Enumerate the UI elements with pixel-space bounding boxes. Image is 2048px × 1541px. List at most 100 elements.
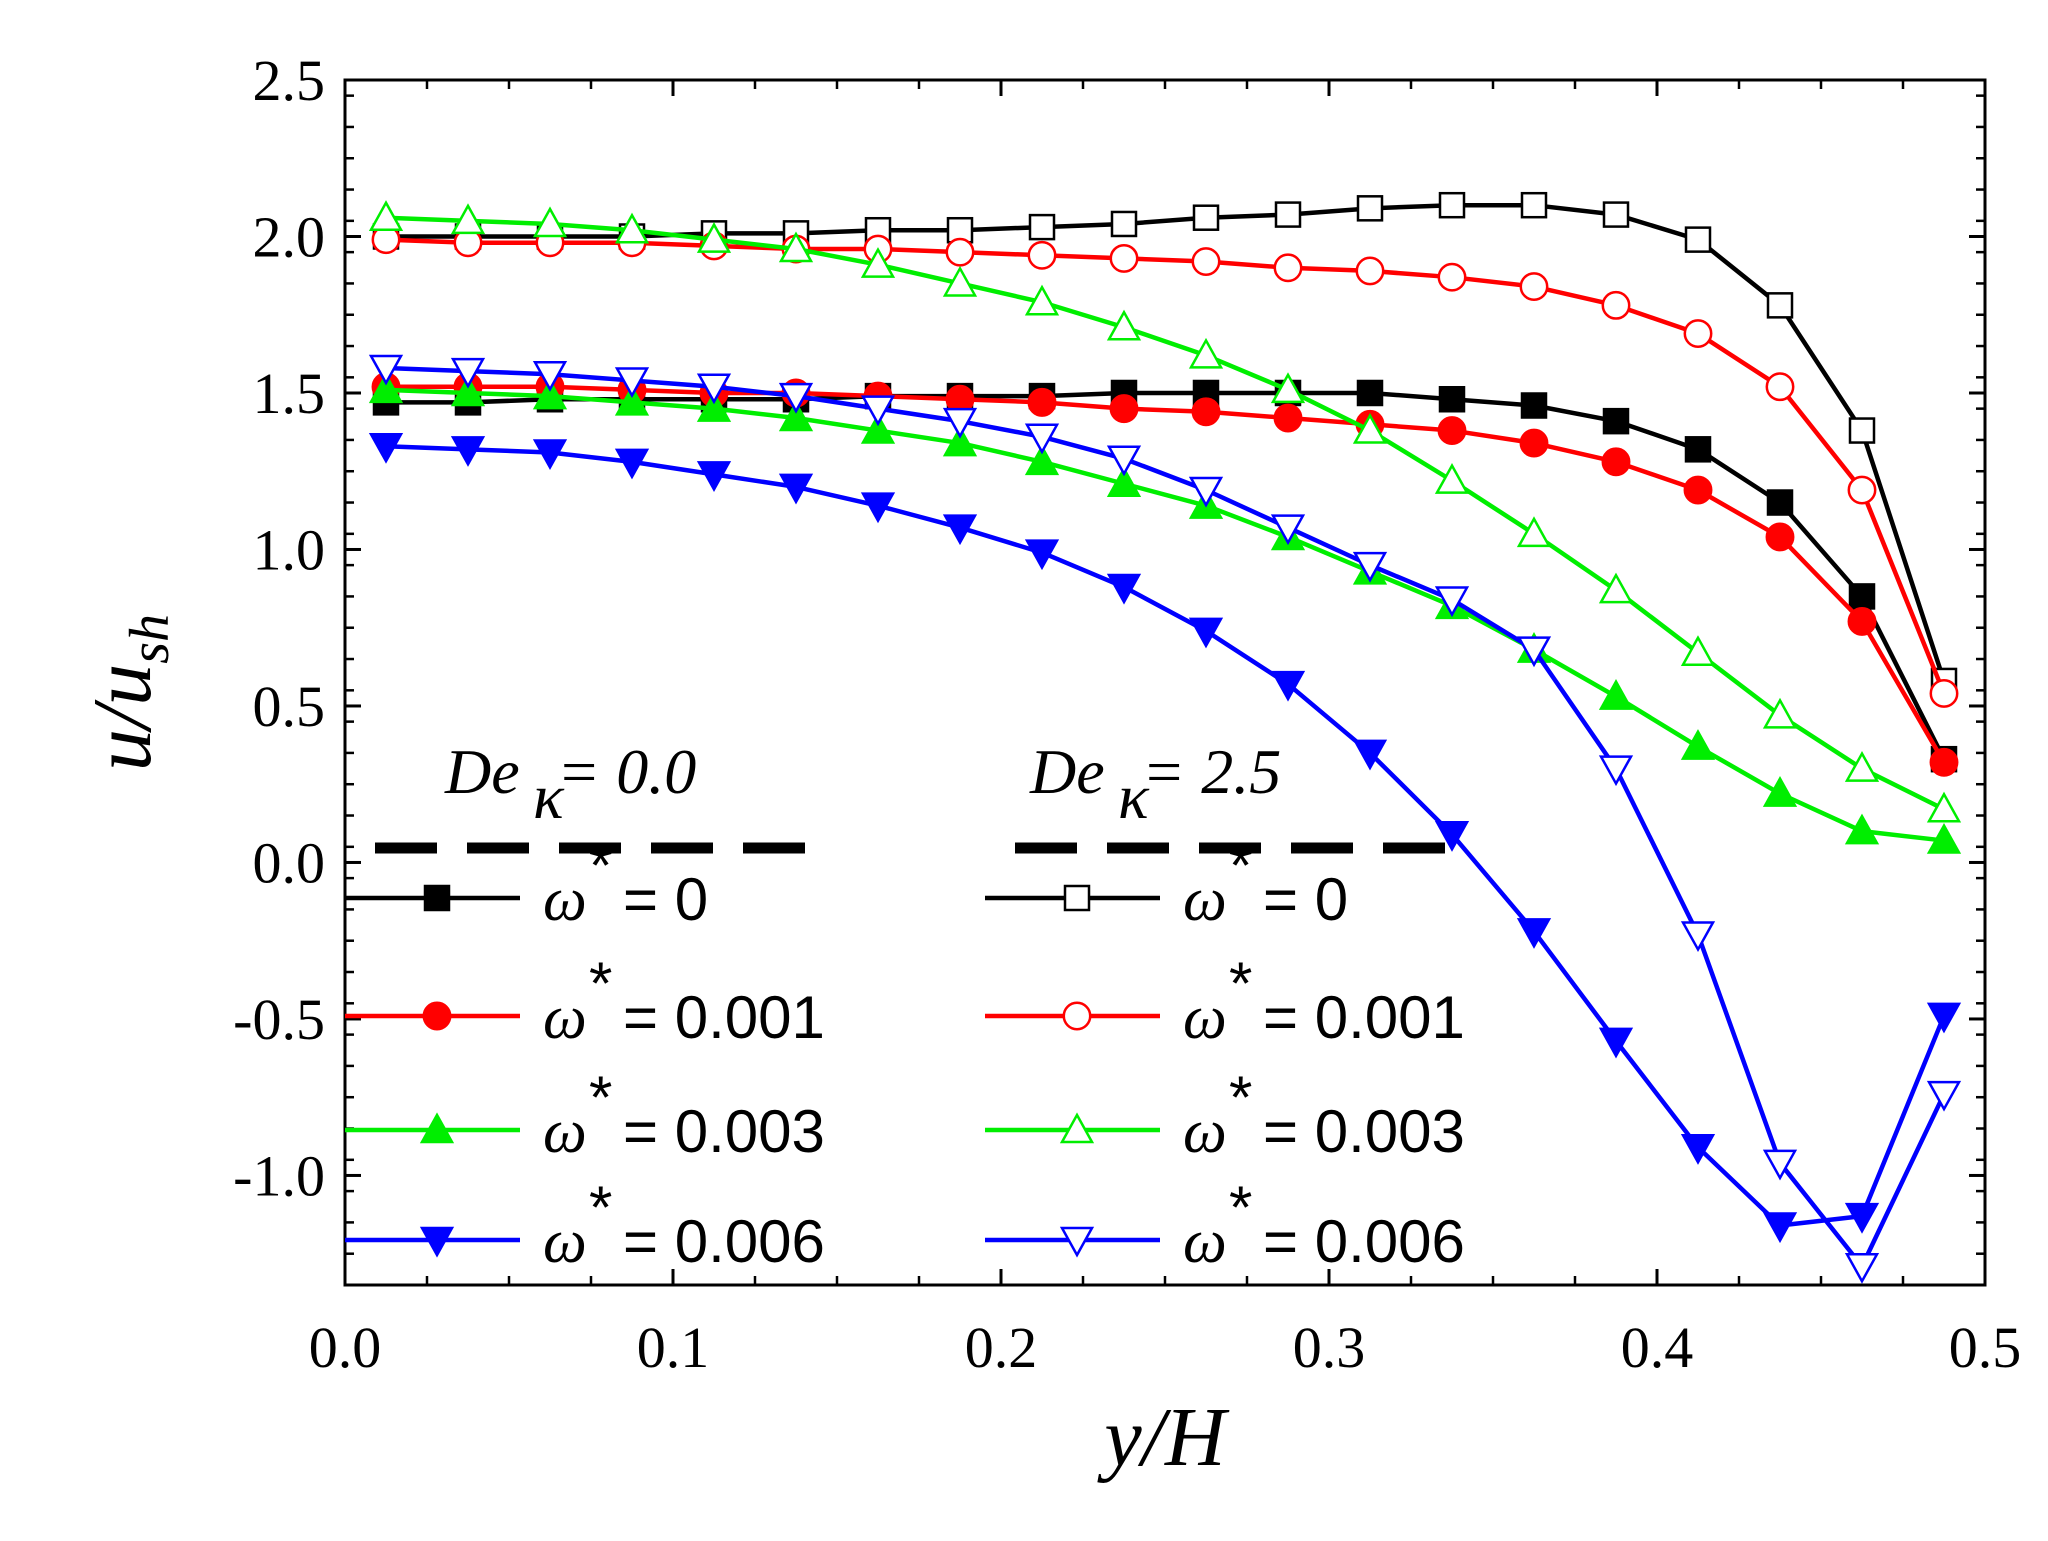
data-point	[696, 391, 732, 422]
data-point	[1844, 813, 1880, 845]
data-point	[1438, 191, 1466, 219]
y-axis-title: u/ush	[76, 614, 181, 771]
legend-marker	[1063, 884, 1091, 912]
y-tick-label: 0.0	[253, 830, 326, 895]
data-point	[1516, 636, 1552, 668]
data-point	[1519, 272, 1549, 302]
data-point	[1680, 1134, 1716, 1165]
data-point	[1516, 918, 1552, 949]
legend-omega-superscript: *	[1229, 832, 1252, 899]
data-point	[1598, 755, 1634, 787]
legend-omega: ω	[543, 984, 587, 1052]
legend-header-0: De κ= 0.0	[375, 736, 830, 854]
data-point	[1434, 821, 1470, 852]
data-point	[1680, 921, 1716, 953]
legend-header-value: = 0.0	[557, 736, 696, 807]
legend-value: = 0.003	[623, 1098, 825, 1165]
y-tick-label: 2.5	[253, 48, 326, 113]
data-point	[1270, 514, 1306, 546]
data-point	[1109, 243, 1139, 273]
data-point	[942, 407, 978, 439]
legend-value: = 0.003	[1263, 1098, 1465, 1165]
data-point	[1684, 436, 1712, 463]
legend-header-subscript: κ	[533, 761, 565, 832]
data-point	[1027, 387, 1057, 417]
data-point	[1926, 1080, 1962, 1112]
data-point	[1598, 679, 1634, 710]
data-point	[860, 247, 896, 278]
legend-value: = 0.006	[623, 1208, 825, 1275]
data-point	[1434, 586, 1470, 618]
data-point	[1106, 309, 1142, 341]
legend-entry-3: ω*= 0.006	[345, 1174, 825, 1276]
legend-omega-superscript: *	[1229, 1174, 1252, 1241]
data-point	[1110, 210, 1138, 238]
data-point	[1929, 747, 1959, 777]
legend-marker	[1059, 1112, 1095, 1144]
data-point	[1270, 670, 1306, 702]
x-tick-label: 0.2	[965, 1315, 1038, 1380]
data-point	[1188, 337, 1224, 369]
legend-header-value: = 2.5	[1142, 736, 1281, 807]
legend-omega: ω	[1183, 1098, 1227, 1166]
series-layer	[368, 191, 1962, 1284]
data-point	[1762, 697, 1798, 729]
data-point	[1762, 1149, 1798, 1181]
data-point	[614, 384, 650, 416]
legend-marker	[422, 1001, 452, 1031]
legend-omega: ω	[1183, 866, 1227, 934]
data-point	[1191, 397, 1221, 427]
data-point	[1109, 394, 1139, 424]
data-point	[1028, 213, 1056, 241]
data-point	[1352, 551, 1388, 583]
y-tick-label: 0.5	[253, 674, 326, 739]
data-point	[1765, 372, 1795, 402]
x-tick-label: 0.0	[309, 1315, 382, 1380]
data-point	[450, 203, 486, 235]
y-tick-label: -0.5	[233, 987, 325, 1052]
data-point	[1926, 791, 1962, 823]
data-point	[532, 360, 568, 392]
legend-omega-superscript: *	[1229, 950, 1252, 1017]
series-line	[385, 237, 1947, 695]
data-point	[368, 354, 404, 386]
data-point	[778, 473, 814, 505]
data-point	[1844, 750, 1880, 782]
data-point	[1355, 256, 1385, 286]
data-point	[696, 222, 732, 253]
data-point	[778, 382, 814, 414]
data-point	[1520, 392, 1548, 419]
data-point	[1602, 407, 1630, 435]
series-3	[368, 432, 1962, 1244]
data-point	[860, 492, 896, 524]
data-point	[1598, 1027, 1634, 1059]
legend-header-label: De	[1029, 736, 1105, 807]
legend-omega-superscript: *	[589, 1174, 612, 1241]
legend-entry-6: ω*= 0.003	[985, 1064, 1465, 1166]
data-point	[696, 461, 732, 492]
legend-value: = 0.001	[623, 984, 825, 1051]
data-point	[1438, 385, 1466, 413]
legend-entry-0: ω*= 0	[345, 832, 708, 934]
data-point	[945, 237, 975, 267]
data-point	[1188, 617, 1224, 649]
data-point	[1683, 475, 1713, 505]
legend-omega: ω	[1183, 984, 1227, 1052]
data-point	[1762, 1212, 1798, 1244]
data-point	[1024, 539, 1060, 571]
data-point	[368, 432, 404, 464]
legend-entry-5: ω*= 0.001	[985, 950, 1465, 1052]
data-point	[1519, 428, 1549, 458]
data-point	[450, 436, 486, 467]
y-tick-label: 1.0	[253, 517, 326, 582]
y-tick-label: 1.5	[253, 361, 326, 426]
data-point	[1683, 319, 1713, 348]
data-point	[1024, 444, 1060, 476]
legend-omega-superscript: *	[1229, 1064, 1252, 1131]
data-point	[1680, 635, 1716, 667]
data-point	[1601, 290, 1631, 320]
x-tick-label: 0.1	[637, 1315, 710, 1380]
legend-entry-7: ω*= 0.006	[985, 1174, 1465, 1276]
series-6	[368, 200, 1962, 823]
data-point	[942, 265, 978, 297]
